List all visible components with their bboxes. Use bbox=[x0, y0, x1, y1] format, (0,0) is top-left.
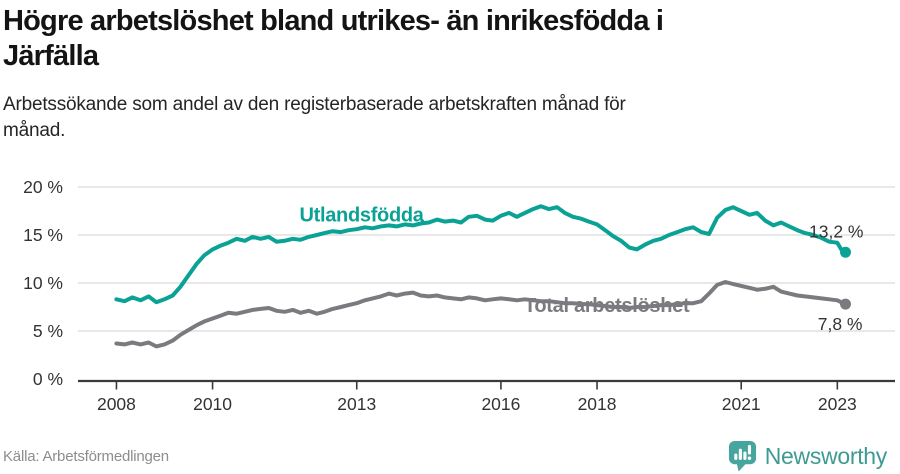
x-tick-label-2021: 2021 bbox=[722, 394, 761, 414]
x-tick-label-2016: 2016 bbox=[481, 394, 520, 414]
chart-title-line1: Högre arbetslöshet bland utrikes- än inr… bbox=[3, 5, 664, 37]
x-tick-label-2023: 2023 bbox=[818, 394, 857, 414]
chart-subtitle-line1: Arbetssökande som andel av den registerb… bbox=[3, 94, 626, 115]
newsworthy-logo-icon bbox=[728, 440, 756, 472]
y-tick-label-20: 20 % bbox=[23, 177, 63, 197]
series-end-dot-0 bbox=[839, 246, 851, 258]
y-tick-label-0: 0 % bbox=[33, 369, 63, 389]
chart-subtitle-line2: månad. bbox=[3, 119, 66, 141]
y-tick-label-15: 15 % bbox=[23, 225, 63, 245]
y-tick-label-5: 5 % bbox=[33, 321, 63, 341]
newsworthy-logo-text: Newsworthy bbox=[764, 442, 888, 469]
x-tick-label-2010: 2010 bbox=[193, 394, 232, 414]
newsworthy-logo: Newsworthy bbox=[727, 440, 887, 472]
series-label-1: Total arbetslöshet bbox=[524, 295, 690, 317]
series-end-value-1: 7,8 % bbox=[818, 314, 863, 334]
x-tick-label-2008: 2008 bbox=[97, 394, 136, 414]
chart-subtitle: Arbetssökande som andel av den registerb… bbox=[3, 92, 783, 143]
chart-title-line2: Järfälla bbox=[3, 39, 99, 72]
y-tick-label-10: 10 % bbox=[23, 273, 63, 293]
x-tick-label-2013: 2013 bbox=[337, 394, 376, 414]
series-end-dot-1 bbox=[839, 298, 851, 310]
series-line-1 bbox=[114, 280, 848, 349]
series-line-0 bbox=[114, 204, 848, 305]
chart-title: Högre arbetslöshet bland utrikes- än inr… bbox=[3, 4, 883, 74]
x-tick-label-2018: 2018 bbox=[578, 394, 617, 414]
source-attribution: Källa: Arbetsförmedlingen bbox=[3, 448, 169, 465]
series-label-0: Utlandsfödda bbox=[299, 205, 424, 227]
series-end-value-0: 13,2 % bbox=[809, 221, 863, 241]
